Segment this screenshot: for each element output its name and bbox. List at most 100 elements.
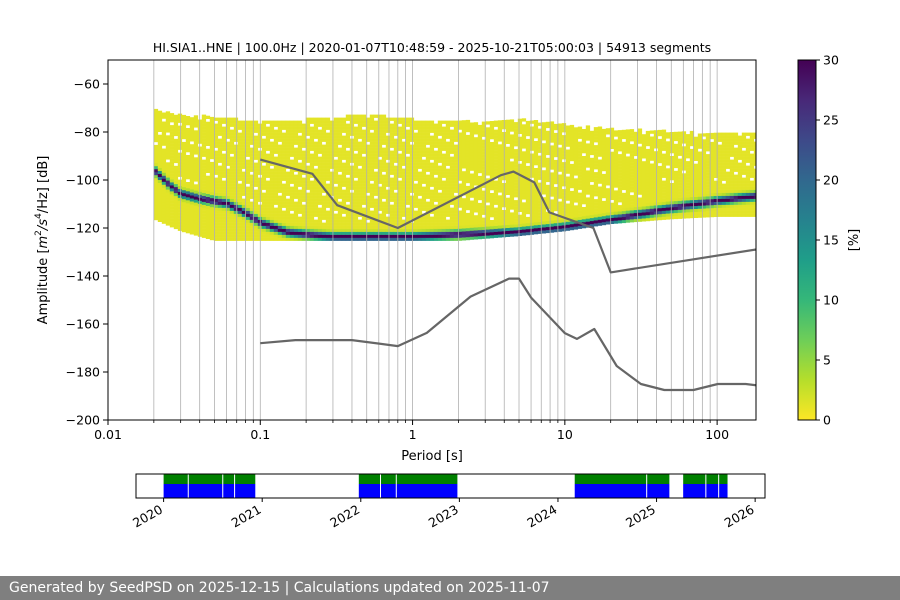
heatmap-cell	[377, 177, 383, 181]
heatmap-cell	[461, 234, 467, 238]
heatmap-cell	[293, 138, 299, 142]
heatmap-cell	[669, 135, 675, 139]
heatmap-cell	[293, 129, 299, 133]
heatmap-cell	[265, 222, 271, 226]
heatmap-cell	[205, 226, 211, 230]
heatmap-cell	[185, 188, 191, 192]
heatmap-cell	[533, 141, 539, 145]
heatmap-cell	[677, 191, 683, 195]
heatmap-cell	[549, 187, 555, 191]
heatmap-cell	[281, 141, 287, 145]
heatmap-cell	[625, 144, 631, 148]
heatmap-cell	[425, 120, 431, 124]
heatmap-cell	[401, 132, 407, 136]
heatmap-cell	[373, 150, 379, 154]
heatmap-cell	[649, 181, 655, 185]
heatmap-cell	[725, 135, 731, 139]
heatmap-cell	[473, 236, 479, 240]
heatmap-cell	[153, 126, 159, 131]
heatmap-cell	[529, 156, 535, 160]
heatmap-cell	[429, 129, 435, 133]
heatmap-cell	[693, 208, 699, 212]
heatmap-cell	[645, 130, 651, 135]
heatmap-cell	[217, 228, 223, 232]
heatmap-cell	[381, 225, 387, 229]
heatmap-cell	[169, 176, 175, 180]
heatmap-cell	[289, 141, 295, 145]
heatmap-cell	[569, 211, 575, 216]
heatmap-cell	[165, 171, 171, 175]
heatmap-cell	[321, 156, 327, 160]
heatmap-cell	[189, 147, 195, 151]
heatmap-cell	[657, 186, 663, 191]
heatmap-cell	[405, 216, 411, 220]
heatmap-cell	[605, 176, 611, 180]
heatmap-cell	[405, 138, 411, 142]
heatmap-cell	[465, 164, 471, 169]
heatmap-cell	[445, 120, 451, 124]
heatmap-cell	[321, 165, 327, 169]
heatmap-cell	[685, 206, 691, 210]
heatmap-cell	[325, 213, 331, 217]
heatmap-cell	[301, 132, 307, 136]
heatmap-cell	[413, 144, 419, 148]
heatmap-cell	[321, 159, 327, 163]
heatmap-cell	[717, 192, 723, 196]
heatmap-cell	[569, 196, 575, 201]
heatmap-cell	[561, 180, 567, 184]
heatmap-cell	[209, 143, 215, 148]
heatmap-cell	[469, 209, 475, 213]
heatmap-cell	[381, 156, 387, 160]
heatmap-cell	[153, 147, 159, 152]
heatmap-cell	[437, 219, 443, 223]
heatmap-cell	[385, 129, 391, 133]
heatmap-cell	[545, 169, 551, 174]
heatmap-cell	[441, 126, 447, 130]
heatmap-cell	[597, 150, 603, 154]
heatmap-cell	[173, 186, 179, 191]
heatmap-cell	[489, 121, 495, 125]
heatmap-cell	[245, 198, 251, 202]
heatmap-cell	[565, 224, 571, 228]
heatmap-cell	[577, 207, 583, 211]
heatmap-cell	[305, 120, 311, 124]
heatmap-cell	[593, 220, 599, 224]
heatmap-cell	[621, 213, 627, 218]
heatmap-cell	[185, 206, 191, 210]
heatmap-cell	[493, 132, 499, 136]
heatmap-cell	[361, 231, 367, 235]
heatmap-cell	[661, 135, 667, 139]
heatmap-cell	[305, 183, 311, 187]
heatmap-cell	[365, 165, 371, 169]
heatmap-cell	[709, 159, 715, 164]
heatmap-cell	[233, 204, 239, 208]
heatmap-cell	[449, 180, 455, 184]
heatmap-cell	[673, 188, 679, 193]
heatmap-cell	[253, 147, 259, 151]
heatmap-cell	[177, 146, 183, 150]
heatmap-cell	[481, 121, 487, 125]
heatmap-cell	[317, 144, 323, 148]
heatmap-cell	[637, 215, 643, 219]
heatmap-cell	[553, 186, 559, 191]
heatmap-cell	[177, 215, 183, 219]
heatmap-cell	[169, 158, 175, 162]
heatmap-cell	[253, 120, 259, 124]
heatmap-cell	[657, 159, 663, 164]
heatmap-cell	[409, 153, 415, 157]
heatmap-cell	[469, 125, 475, 129]
heatmap-cell	[281, 183, 287, 187]
heatmap-cell	[265, 186, 271, 190]
heatmap-cell	[497, 222, 503, 226]
heatmap-cell	[189, 171, 195, 175]
heatmap-cell	[573, 193, 579, 197]
heatmap-cell	[405, 144, 411, 148]
heatmap-cell	[605, 215, 611, 219]
heatmap-cell	[609, 154, 615, 158]
heatmap-cell	[193, 151, 199, 155]
heatmap-cell	[277, 180, 283, 184]
heatmap-cell	[721, 165, 727, 169]
heatmap-cell	[209, 152, 215, 157]
heatmap-cell	[397, 231, 403, 235]
chart-title: HI.SIA1..HNE | 100.0Hz | 2020-01-07T10:4…	[153, 40, 711, 55]
